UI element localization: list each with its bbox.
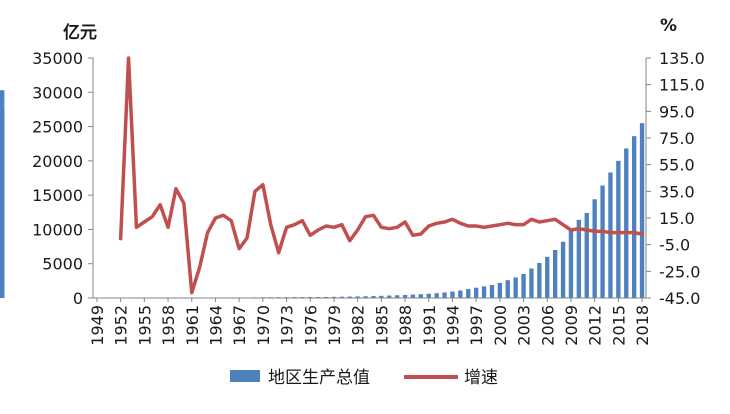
left-tick-label-0: 0 xyxy=(73,289,83,308)
x-tick-label-1958: 1958 xyxy=(159,305,178,346)
x-tick-label-1979: 1979 xyxy=(325,305,344,346)
right-tick-label-135.0: 135.0 xyxy=(659,49,705,68)
gdp-bar-1997 xyxy=(474,288,478,298)
x-tick-label-1991: 1991 xyxy=(420,305,439,346)
gdp-bar-1996 xyxy=(466,289,470,298)
right-tick-label--25.0: -25.0 xyxy=(659,262,700,281)
left-tick-label-15000: 15000 xyxy=(32,186,83,205)
gdp-bar-1995 xyxy=(458,290,462,298)
x-tick-label-1970: 1970 xyxy=(254,305,273,346)
gdp-bar-2012 xyxy=(592,199,596,298)
gdp-bar-1989 xyxy=(411,295,415,298)
gdp-bar-2005 xyxy=(537,263,541,298)
x-tick-label-1967: 1967 xyxy=(230,305,249,346)
gdp-bar-undefined xyxy=(0,90,4,298)
gdp-bar-1994 xyxy=(450,291,454,298)
x-tick-label-2018: 2018 xyxy=(633,305,652,346)
gdp-bar-2009 xyxy=(569,231,573,298)
gdp-bar-2007 xyxy=(553,250,557,298)
gdp-bar-2010 xyxy=(577,220,581,298)
left-axis-unit: 亿元 xyxy=(63,22,97,43)
right-axis-ticks: -45.0 -25.0 -5.0 15.0 35.0 55.0 75.0 95.0 115.0 1… xyxy=(659,49,705,308)
x-tick-label-2009: 2009 xyxy=(562,305,581,346)
x-tick-label-1994: 1994 xyxy=(443,305,462,346)
gdp-bar-2013 xyxy=(600,186,604,298)
right-tick-label-115.0: 115.0 xyxy=(659,76,705,95)
gdp-bars xyxy=(0,90,644,298)
x-tick-label-1985: 1985 xyxy=(372,305,391,346)
gdp-bar-2006 xyxy=(545,257,549,298)
legend-label-gdp: 地区生产总值 xyxy=(268,368,370,388)
x-tick-label-1976: 1976 xyxy=(301,305,320,346)
gdp-bar-1992 xyxy=(434,293,438,298)
right-tick-label-15.0: 15.0 xyxy=(659,209,695,228)
right-tick-label--5.0: -5.0 xyxy=(659,236,690,255)
legend: 地区生产总值 增速 xyxy=(230,368,498,388)
legend-label-growth: 增速 xyxy=(464,368,498,388)
x-tick-label-1982: 1982 xyxy=(349,305,368,346)
left-tick-label-5000: 5000 xyxy=(42,255,83,274)
x-tick-label-1952: 1952 xyxy=(112,305,131,346)
left-tick-label-30000: 30000 xyxy=(32,83,83,102)
gdp-bar-2018 xyxy=(640,123,644,298)
gdp-bar-2016 xyxy=(624,149,628,298)
right-tick-label-35.0: 35.0 xyxy=(659,182,695,201)
right-tick-label-95.0: 95.0 xyxy=(659,102,695,121)
x-tick-label-2003: 2003 xyxy=(515,305,534,346)
x-tick-label-1997: 1997 xyxy=(467,305,486,346)
gdp-bar-1991 xyxy=(427,294,431,298)
gdp-bar-2002 xyxy=(513,277,517,298)
x-tick-label-1955: 1955 xyxy=(135,305,154,346)
x-tick-label-1961: 1961 xyxy=(183,305,202,346)
right-tick-label-55.0: 55.0 xyxy=(659,156,695,175)
left-tick-label-25000: 25000 xyxy=(32,118,83,137)
gdp-bar-1990 xyxy=(419,294,423,298)
gdp-bar-2000 xyxy=(498,283,502,298)
axes xyxy=(88,58,651,302)
x-tick-label-1949: 1949 xyxy=(88,305,107,346)
left-tick-label-20000: 20000 xyxy=(32,152,83,171)
gdp-bar-2015 xyxy=(616,161,620,298)
x-tick-label-1988: 1988 xyxy=(396,305,415,346)
gdp-bar-1999 xyxy=(490,285,494,298)
gdp-bar-2003 xyxy=(521,274,525,298)
left-axis-ticks: 0 5000 10000 15000 20000 25000 30000 35000 xyxy=(32,49,83,308)
gdp-bar-2011 xyxy=(585,213,589,298)
right-tick-label--45.0: -45.0 xyxy=(659,289,700,308)
x-tick-label-2000: 2000 xyxy=(491,305,510,346)
right-axis-unit: % xyxy=(660,16,677,36)
right-tick-label-75.0: 75.0 xyxy=(659,129,695,148)
gdp-bar-2001 xyxy=(506,280,510,298)
x-tick-label-2006: 2006 xyxy=(538,305,557,346)
gdp-bar-2017 xyxy=(632,136,636,298)
gdp-bar-1998 xyxy=(482,286,486,298)
left-tick-label-10000: 10000 xyxy=(32,220,83,239)
gdp-bar-1993 xyxy=(442,293,446,298)
gdp-bar-2008 xyxy=(561,242,565,298)
x-tick-label-2015: 2015 xyxy=(609,305,628,346)
gdp-bar-2014 xyxy=(608,173,612,298)
legend-swatch-gdp xyxy=(230,370,260,382)
x-tick-label-1973: 1973 xyxy=(278,305,297,346)
left-tick-label-35000: 35000 xyxy=(32,49,83,68)
x-tick-label-2012: 2012 xyxy=(586,305,605,346)
x-tick-label-1964: 1964 xyxy=(206,305,225,346)
gdp-bar-2004 xyxy=(529,269,533,298)
